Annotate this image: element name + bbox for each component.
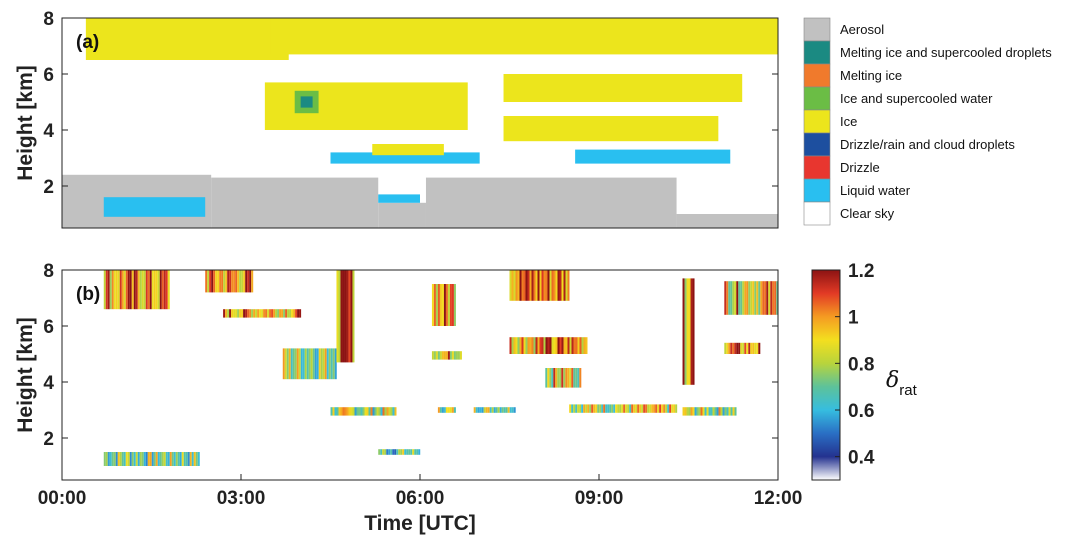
- panel-a-frame: [61, 17, 779, 229]
- panel-b-region-6: [682, 407, 737, 416]
- legend-swatch-6: [803, 155, 831, 180]
- panel-a-region-15: [372, 144, 444, 156]
- panel-b-region-4: [473, 407, 516, 413]
- legend-swatch-5: [803, 132, 831, 157]
- legend-swatch-2: [803, 63, 831, 88]
- panel-b-y-ticks: 2 4 6 8: [43, 261, 778, 450]
- panel-b-region-7: [282, 348, 337, 380]
- panel-a-y-tick-label-1: 4: [43, 121, 54, 142]
- panel-b: (b) 2 4 6 8 00:00 03:00 06:00 09:00 12:00 Heigh…: [14, 261, 802, 535]
- panel-a-y-ticks: 2 4 6 8: [43, 9, 778, 198]
- panel-b-region-15: [509, 337, 588, 354]
- x-tick-label-2: 06:00: [396, 488, 445, 509]
- panel-b-region-11: [336, 270, 355, 363]
- panel-a-y-tick-label-0: 2: [43, 177, 54, 198]
- panel-b-region-17: [724, 281, 778, 315]
- panel-b-region-12: [431, 284, 456, 326]
- colorbar-label-subscript: rat: [899, 382, 917, 399]
- panel-b-region-19: [682, 278, 695, 385]
- panel-b-region-9: [205, 270, 254, 293]
- legend-swatch-8: [803, 201, 831, 226]
- panel-b-region-18: [724, 342, 761, 354]
- legend-swatch-1: [803, 40, 831, 65]
- x-tick-label-4: 12:00: [754, 488, 803, 509]
- panel-b-region-13: [431, 351, 462, 360]
- panel-b-background: [62, 270, 778, 480]
- x-tick-label-0: 00:00: [38, 488, 87, 509]
- legend-label-1: Melting ice and supercooled droplets: [840, 45, 1052, 60]
- colorbar-gradient: [811, 269, 841, 481]
- legend-label-2: Melting ice: [840, 68, 902, 83]
- panel-a-region-1: [211, 177, 379, 228]
- legend-swatch-4: [803, 109, 831, 134]
- panel-a-region-6: [103, 197, 206, 217]
- legend-swatch-7: [803, 178, 831, 203]
- legend-label-7: Liquid water: [840, 183, 911, 198]
- panel-a-region-9: [575, 149, 731, 164]
- colorbar: 0.4 0.6 0.8 1 1.2 δrat: [811, 261, 918, 481]
- panel-a-region-4: [676, 214, 778, 228]
- legend-swatch-0: [803, 17, 831, 42]
- panel-a: (a) 2 4 6 8 Height [km]: [14, 9, 779, 229]
- panel-a-region-13: [503, 74, 743, 102]
- panel-b-region-16: [545, 368, 582, 388]
- legend-label-3: Ice and supercooled water: [840, 91, 993, 106]
- legend-label-6: Drizzle: [840, 160, 880, 175]
- colorbar-tick-label-4: 1.2: [848, 261, 874, 282]
- colorbar-label: δrat: [886, 368, 918, 399]
- panel-a-region-3: [425, 177, 677, 228]
- colorbar-tick-label-1: 0.6: [848, 401, 874, 422]
- classification-legend: Aerosol Melting ice and supercooled dropl…: [803, 17, 1052, 226]
- panel-b-depolarization-regions: [103, 270, 778, 466]
- legend-swatch-3: [803, 86, 831, 111]
- colorbar-ticks: 0.4 0.6 0.8 1 1.2: [835, 261, 875, 469]
- panel-a-region-14: [503, 116, 719, 142]
- panel-b-region-1: [378, 449, 421, 455]
- panel-b-region-8: [103, 270, 170, 310]
- legend-label-5: Drizzle/rain and cloud droplets: [840, 137, 1015, 152]
- panel-b-region-10: [223, 309, 302, 318]
- legend-label-8: Clear sky: [840, 206, 895, 221]
- colorbar-label-symbol: δ: [886, 368, 899, 393]
- panel-b-region-2: [330, 407, 397, 416]
- panel-b-region-0: [103, 452, 200, 466]
- panel-a-region-17: [300, 96, 313, 108]
- panel-a-region-7: [378, 194, 420, 203]
- colorbar-tick-label-3: 1: [848, 308, 859, 329]
- x-tick-label-1: 03:00: [217, 488, 266, 509]
- panel-b-region-5: [569, 404, 678, 413]
- panel-b-label: (b): [76, 284, 100, 305]
- panel-a-region-8: [330, 152, 480, 164]
- panel-a-y-tick-label-3: 8: [43, 9, 54, 30]
- colorbar-tick-label-2: 0.8: [848, 354, 874, 375]
- panel-b-region-3: [437, 407, 456, 413]
- legend-label-4: Ice: [840, 114, 857, 129]
- panel-a-label: (a): [76, 32, 99, 53]
- x-tick-label-3: 09:00: [575, 488, 624, 509]
- panel-a-region-11: [270, 18, 778, 55]
- legend-label-0: Aerosol: [840, 22, 884, 37]
- panel-a-region-10: [85, 18, 289, 60]
- panel-a-y-tick-label-2: 6: [43, 65, 54, 86]
- panel-b-region-14: [509, 270, 570, 301]
- x-axis-label: Time [UTC]: [364, 512, 476, 535]
- panel-b-y-tick-label-3: 8: [43, 261, 54, 282]
- panel-b-y-tick-label-0: 2: [43, 429, 54, 450]
- panel-a-region-2: [378, 202, 426, 228]
- colorbar-tick-label-0: 0.4: [848, 448, 875, 469]
- panel-b-y-tick-label-1: 4: [43, 373, 54, 394]
- panel-b-x-ticks: 00:00 03:00 06:00 09:00 12:00: [38, 474, 803, 509]
- panel-a-y-axis-label: Height [km]: [14, 65, 37, 181]
- panel-b-y-axis-label: Height [km]: [14, 317, 37, 433]
- panel-b-y-tick-label-2: 6: [43, 317, 54, 338]
- panel-a-classification-regions: [62, 18, 778, 228]
